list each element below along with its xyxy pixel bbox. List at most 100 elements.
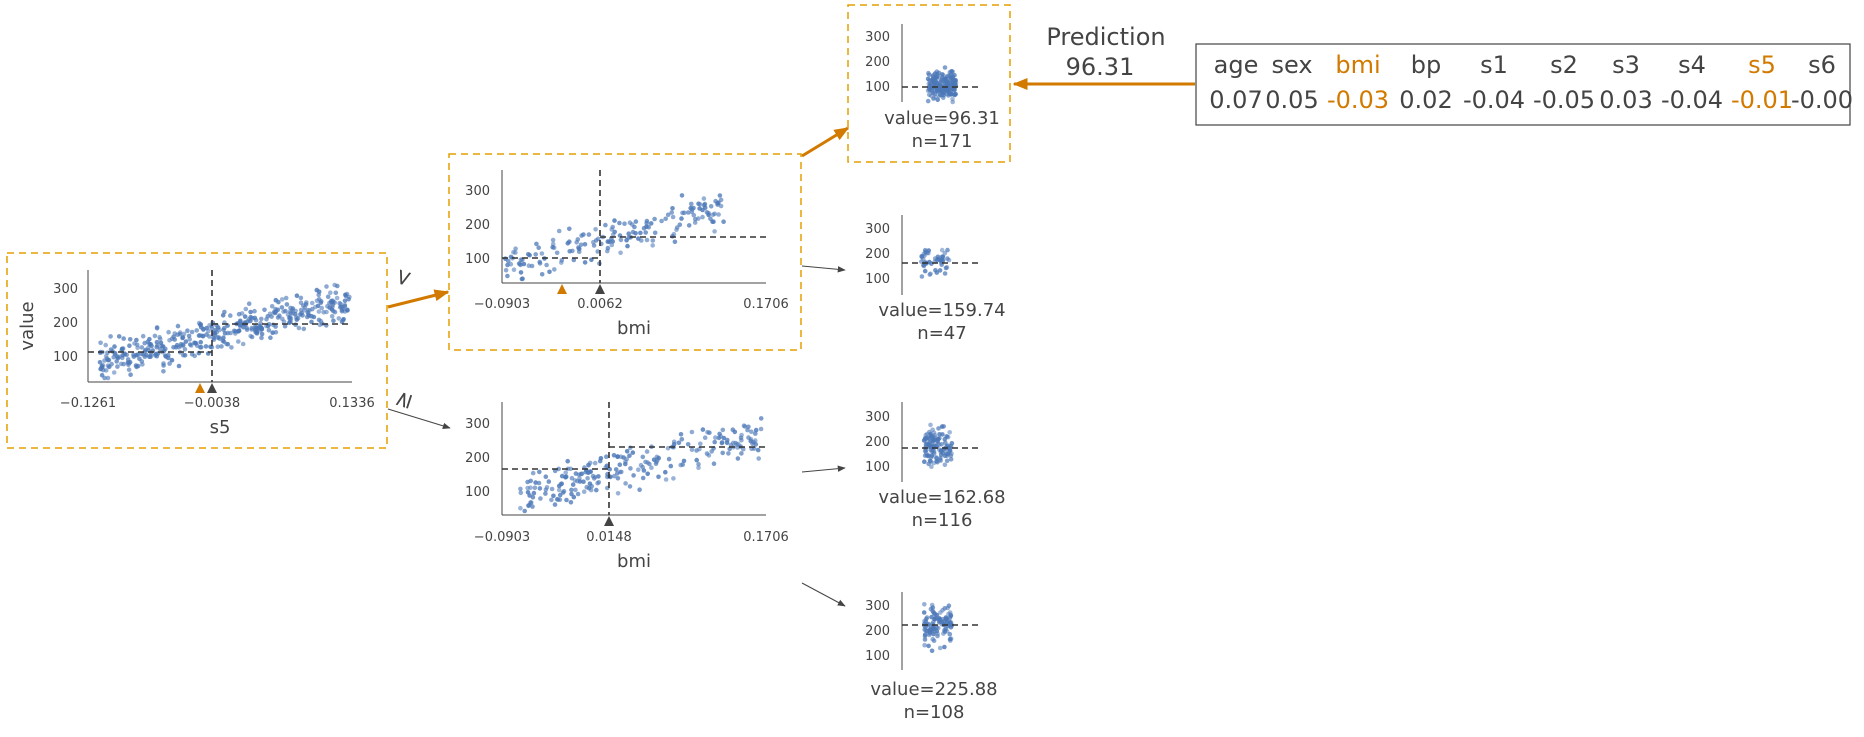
scatter-point [249, 315, 255, 321]
scatter-point [716, 212, 721, 217]
scatter-point [626, 231, 631, 236]
scatter-point [201, 327, 206, 332]
scatter-point [944, 458, 950, 464]
scatter-point [344, 291, 350, 297]
scatter-point [941, 90, 947, 96]
scatter-point [947, 631, 953, 637]
scatter-point [554, 250, 560, 256]
scatter-point [552, 267, 557, 272]
scatter-point [594, 487, 599, 493]
scatter-point [301, 326, 307, 332]
scatter-point [571, 257, 577, 263]
root-scatter-points [97, 282, 352, 381]
feature-name-s5: s5 [1748, 51, 1776, 79]
scatter-point [294, 293, 300, 299]
scatter-point [298, 307, 304, 313]
scatter-point [586, 232, 592, 237]
scatter-point [245, 319, 250, 324]
leaf-4-y-tick: 200 [865, 624, 890, 639]
scatter-point [316, 317, 322, 323]
scatter-point [674, 227, 679, 233]
scatter-point [149, 343, 154, 349]
leaf-3-strip-points [921, 422, 955, 470]
scatter-point [283, 295, 289, 301]
root-y-tick: 100 [53, 350, 78, 365]
scatter-point [935, 459, 940, 465]
scatter-point [280, 316, 285, 322]
scatter-point [715, 202, 720, 207]
leaf-2-y-tick: 300 [865, 222, 890, 237]
leaf-4-count: n=108 [904, 702, 965, 723]
scatter-point [284, 302, 290, 307]
scatter-point [697, 202, 703, 207]
scatter-point [147, 336, 152, 342]
root-x-tick: −0.1261 [60, 396, 116, 411]
scatter-point [653, 461, 659, 467]
scatter-point [663, 477, 669, 482]
scatter-point [671, 231, 677, 237]
scatter-point [639, 238, 644, 243]
scatter-point [617, 220, 622, 226]
scatter-point [543, 474, 549, 480]
feature-value-bmi: -0.03 [1327, 86, 1389, 114]
scatter-point [650, 238, 656, 243]
scatter-point [681, 458, 687, 464]
scatter-point [171, 345, 176, 350]
scatter-point [702, 201, 708, 207]
scatter-point [536, 480, 542, 486]
scatter-point [613, 467, 619, 472]
scatter-point [309, 300, 315, 306]
scatter-point [330, 304, 335, 310]
scatter-point [586, 463, 591, 468]
bmi-left-node-highlight-box [448, 153, 802, 351]
scatter-point [105, 375, 111, 381]
scatter-point [617, 462, 623, 468]
instance-table: age 0.07 sex 0.05 bmi -0.03 bp 0.02 s1 -0.04 s2 -0.… [1195, 43, 1853, 126]
scatter-point [125, 357, 131, 362]
scatter-point [161, 369, 166, 374]
scatter-point [571, 494, 577, 500]
scatter-point [724, 440, 730, 446]
prediction-value: 96.31 [1066, 53, 1135, 81]
scatter-point [533, 480, 538, 485]
scatter-point [103, 342, 108, 348]
scatter-point [706, 453, 712, 458]
edge-bmi-left-to-leaf-2 [801, 265, 846, 273]
scatter-point [688, 205, 693, 211]
scatter-point [934, 628, 940, 634]
scatter-point [686, 210, 691, 215]
scatter-point [565, 458, 570, 464]
scatter-point [934, 87, 940, 92]
bmi-right-x-tick: 0.0148 [586, 530, 632, 545]
scatter-point [163, 353, 168, 359]
feature-value-s5: -0.01 [1731, 86, 1793, 114]
scatter-point [132, 341, 137, 346]
scatter-point [646, 224, 651, 230]
leaf-1-y-tick: 200 [865, 55, 890, 70]
scatter-point [942, 436, 948, 442]
bmi-left-node: 300 200 100 −0.0903 0.0062 0.1706 bmi [465, 170, 789, 339]
scatter-point [596, 480, 602, 485]
scatter-point [712, 229, 717, 234]
scatter-point [586, 485, 592, 491]
scatter-point [943, 265, 949, 271]
scatter-point [256, 325, 262, 331]
scatter-point [172, 331, 177, 336]
scatter-point [633, 219, 639, 224]
scatter-point [554, 496, 560, 502]
scatter-point [735, 456, 741, 461]
scatter-point [689, 429, 695, 435]
scatter-point [595, 249, 600, 254]
scatter-point [605, 245, 611, 251]
scatter-point [942, 65, 948, 70]
scatter-point [313, 304, 318, 310]
scatter-point [597, 458, 603, 464]
scatter-point [656, 474, 661, 480]
scatter-point [611, 453, 617, 458]
scatter-point [121, 336, 126, 341]
scatter-point [275, 307, 281, 313]
scatter-point [686, 223, 692, 228]
scatter-point [666, 456, 672, 462]
scatter-point [242, 314, 248, 319]
scatter-point [678, 462, 683, 468]
